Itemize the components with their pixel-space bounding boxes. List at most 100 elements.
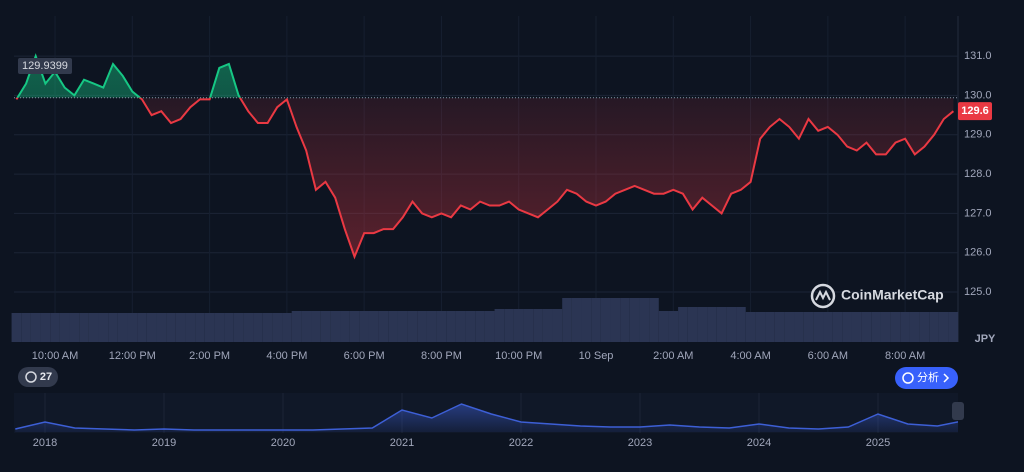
volume-bar <box>127 313 138 342</box>
volume-bar <box>649 298 659 342</box>
volume-bar <box>726 307 737 342</box>
volume-bar <box>938 312 949 342</box>
volume-bar <box>98 313 109 342</box>
volume-bar <box>224 313 234 342</box>
navigator-label: 2020 <box>271 437 295 449</box>
volume-bar <box>755 312 766 342</box>
analysis-arrow <box>943 373 950 383</box>
y-tick-label: 130.0 <box>964 89 992 101</box>
x-tick-label: 10:00 AM <box>32 350 78 362</box>
volume-bar <box>871 312 881 342</box>
volume-bar <box>880 312 891 342</box>
volume-bar <box>233 313 244 342</box>
volume-bar <box>494 309 505 342</box>
volume-bar <box>88 313 99 342</box>
badge-icon <box>25 371 37 383</box>
volume-bar <box>639 298 650 342</box>
volume-bar <box>262 313 273 342</box>
watermark: CoinMarketCap <box>810 283 944 309</box>
navigator-label: 2018 <box>33 437 57 449</box>
navigator-area <box>15 404 958 432</box>
volume-bar <box>426 311 437 342</box>
x-tick-label: 2:00 PM <box>189 350 230 362</box>
volume-bar <box>79 313 89 342</box>
volume-bar <box>455 311 466 342</box>
volume-bar <box>349 311 360 342</box>
volume-bar <box>417 311 427 342</box>
baseline-label: 129.9399 <box>22 60 68 72</box>
x-tick-label: 2:00 AM <box>653 350 693 362</box>
volume-bar <box>562 298 572 342</box>
volume-bar <box>697 307 708 342</box>
volume-bar <box>253 313 263 342</box>
current-price-bg <box>958 102 992 121</box>
x-tick-label: 8:00 AM <box>885 350 925 362</box>
navigator-handle[interactable] <box>952 402 964 420</box>
volume-bar <box>146 313 157 342</box>
volume-bar <box>40 313 51 342</box>
volume-bar <box>465 311 476 342</box>
x-tick-label: 4:00 AM <box>730 350 770 362</box>
volume-bar <box>774 312 785 342</box>
volume-bar <box>475 311 485 342</box>
badge[interactable]: 27 <box>18 367 58 387</box>
volume-bar <box>407 311 418 342</box>
volume-bar <box>687 307 698 342</box>
volume-bar <box>397 311 408 342</box>
volume-bar <box>851 312 862 342</box>
volume-bar <box>861 312 872 342</box>
y-tick-label: 128.0 <box>964 168 992 180</box>
badge-bg[interactable] <box>18 367 58 387</box>
navigator-label: 2021 <box>390 437 414 449</box>
volume-bar <box>359 311 369 342</box>
volume-bar <box>368 311 379 342</box>
volume-bar <box>59 313 70 342</box>
volume-bar <box>668 311 679 342</box>
volume-bar <box>156 313 167 342</box>
y-tick-label: 127.0 <box>964 207 992 219</box>
analysis-button[interactable]: 分析 <box>895 367 958 389</box>
volume-bar <box>929 312 939 342</box>
area-above <box>17 56 241 98</box>
volume-bar <box>678 307 688 342</box>
volume-bar <box>50 313 60 342</box>
volume-bar <box>504 309 514 342</box>
x-tick-label: 4:00 PM <box>266 350 307 362</box>
volume-bar <box>195 313 205 342</box>
watermark-logo-mark <box>815 289 831 301</box>
volume-bar <box>301 311 312 342</box>
volume-bar <box>745 312 756 342</box>
navigator-label: 2024 <box>747 437 771 449</box>
volume-bar <box>591 298 601 342</box>
y-tick-label: 125.0 <box>964 286 992 298</box>
volume-bar <box>629 298 640 342</box>
currency-label: JPY <box>975 333 996 345</box>
volume-bar <box>272 313 283 342</box>
x-tick-label: 6:00 AM <box>808 350 848 362</box>
volume-bar <box>823 312 833 342</box>
volume-bar <box>282 313 292 342</box>
volume-bar <box>919 312 930 342</box>
volume-bar <box>513 309 524 342</box>
volume-bar <box>185 313 196 342</box>
volume-bar <box>166 313 176 342</box>
volume-bar <box>446 311 456 342</box>
volume-bar <box>571 298 582 342</box>
volume-bar <box>204 313 215 342</box>
volume-bar <box>137 313 147 342</box>
area-below <box>16 97 954 257</box>
watermark-text: CoinMarketCap <box>841 287 944 303</box>
volume-bar <box>784 312 795 342</box>
analysis-button-bg[interactable] <box>895 367 958 389</box>
volume-bar <box>30 313 41 342</box>
price-line-down <box>15 97 955 260</box>
volume-bar <box>716 307 727 342</box>
volume-bar <box>909 312 920 342</box>
x-tick-label: 10:00 PM <box>495 350 542 362</box>
plot: 129.9399 <box>14 53 958 260</box>
volume-bar <box>890 312 901 342</box>
volume-bar <box>117 313 128 342</box>
volume-bar <box>243 313 254 342</box>
volume-bar <box>108 313 118 342</box>
